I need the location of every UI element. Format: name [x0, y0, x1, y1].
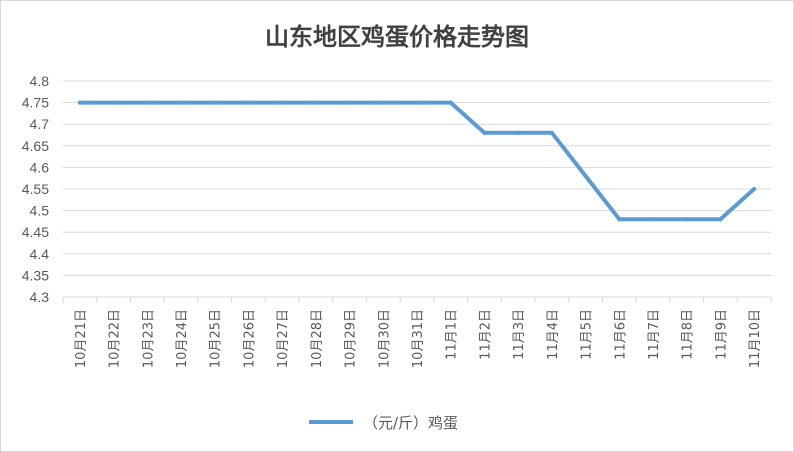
- x-tick-label: 10月25日: [209, 309, 224, 368]
- data-point: [752, 187, 757, 191]
- data-point: [246, 100, 251, 105]
- y-tick-label: 4.75: [22, 95, 49, 111]
- x-axis-ticks: 10月21日 10月22日 10月23日 10月24日 10月25日 10月26日 10月2…: [62, 297, 772, 368]
- y-tick-label: 4.65: [22, 138, 49, 154]
- y-tick-label: 4.8: [30, 73, 50, 89]
- gridlines: [63, 80, 771, 298]
- x-tick-label: 11月4日: [546, 309, 561, 360]
- x-tick-label: 11月5日: [580, 309, 595, 360]
- data-point: [448, 100, 453, 105]
- data-point: [381, 100, 386, 105]
- series-line: [77, 100, 757, 222]
- x-tick-label: 11月7日: [647, 309, 662, 360]
- data-point: [415, 100, 419, 105]
- series-layer: [77, 100, 757, 222]
- x-tick-label: 11月2日: [478, 309, 493, 360]
- data-point: [313, 100, 318, 105]
- x-tick-label: 11月10日: [748, 309, 763, 368]
- x-tick-label: 10月24日: [175, 309, 190, 368]
- x-tick-label: 10月22日: [108, 309, 123, 368]
- chart-title: 山东地区鸡蛋价格走势图: [265, 22, 529, 51]
- x-tick-label: 10月26日: [242, 309, 257, 368]
- y-tick-label: 4.4: [30, 246, 50, 262]
- data-point: [482, 130, 487, 135]
- data-point: [651, 217, 655, 222]
- data-point: [549, 130, 554, 135]
- data-point: [77, 100, 82, 105]
- y-tick-label: 4.45: [22, 224, 49, 240]
- data-point: [179, 100, 183, 105]
- data-point: [280, 100, 285, 105]
- data-point: [684, 217, 689, 222]
- y-tick-label: 4.7: [30, 116, 50, 132]
- x-tick-label: 10月30日: [377, 309, 392, 368]
- x-tick-label: 10月28日: [310, 309, 325, 368]
- data-point: [111, 100, 116, 105]
- data-point: [718, 217, 723, 222]
- data-point: [617, 217, 622, 222]
- x-tick-label: 11月6日: [613, 309, 628, 360]
- x-tick-label: 11月8日: [681, 309, 696, 360]
- data-point: [516, 130, 521, 135]
- y-tick-label: 4.3: [30, 289, 50, 305]
- x-tick-label: 10月27日: [276, 309, 291, 368]
- legend-label: （元/斤）鸡蛋: [363, 414, 458, 432]
- data-point: [347, 100, 352, 105]
- data-point: [583, 174, 588, 179]
- data-point: [212, 100, 217, 105]
- y-axis-ticks: 4.3 4.35 4.4 4.45 4.5 4.55 4.6 4.65 4.7 4.75 4.8: [22, 73, 49, 305]
- y-tick-label: 4.35: [22, 267, 49, 283]
- x-tick-label: 11月1日: [445, 309, 460, 360]
- x-tick-label: 10月21日: [74, 309, 89, 368]
- legend: （元/斤）鸡蛋: [309, 414, 458, 432]
- x-tick-label: 11月9日: [714, 309, 729, 360]
- x-tick-label: 11月3日: [512, 309, 527, 360]
- data-point: [145, 100, 150, 105]
- y-tick-label: 4.55: [22, 181, 49, 197]
- x-tick-label: 10月23日: [141, 309, 156, 368]
- y-tick-label: 4.5: [30, 203, 50, 219]
- x-tick-label: 10月29日: [344, 309, 359, 368]
- x-tick-label: 10月31日: [411, 309, 426, 368]
- y-tick-label: 4.6: [30, 159, 50, 175]
